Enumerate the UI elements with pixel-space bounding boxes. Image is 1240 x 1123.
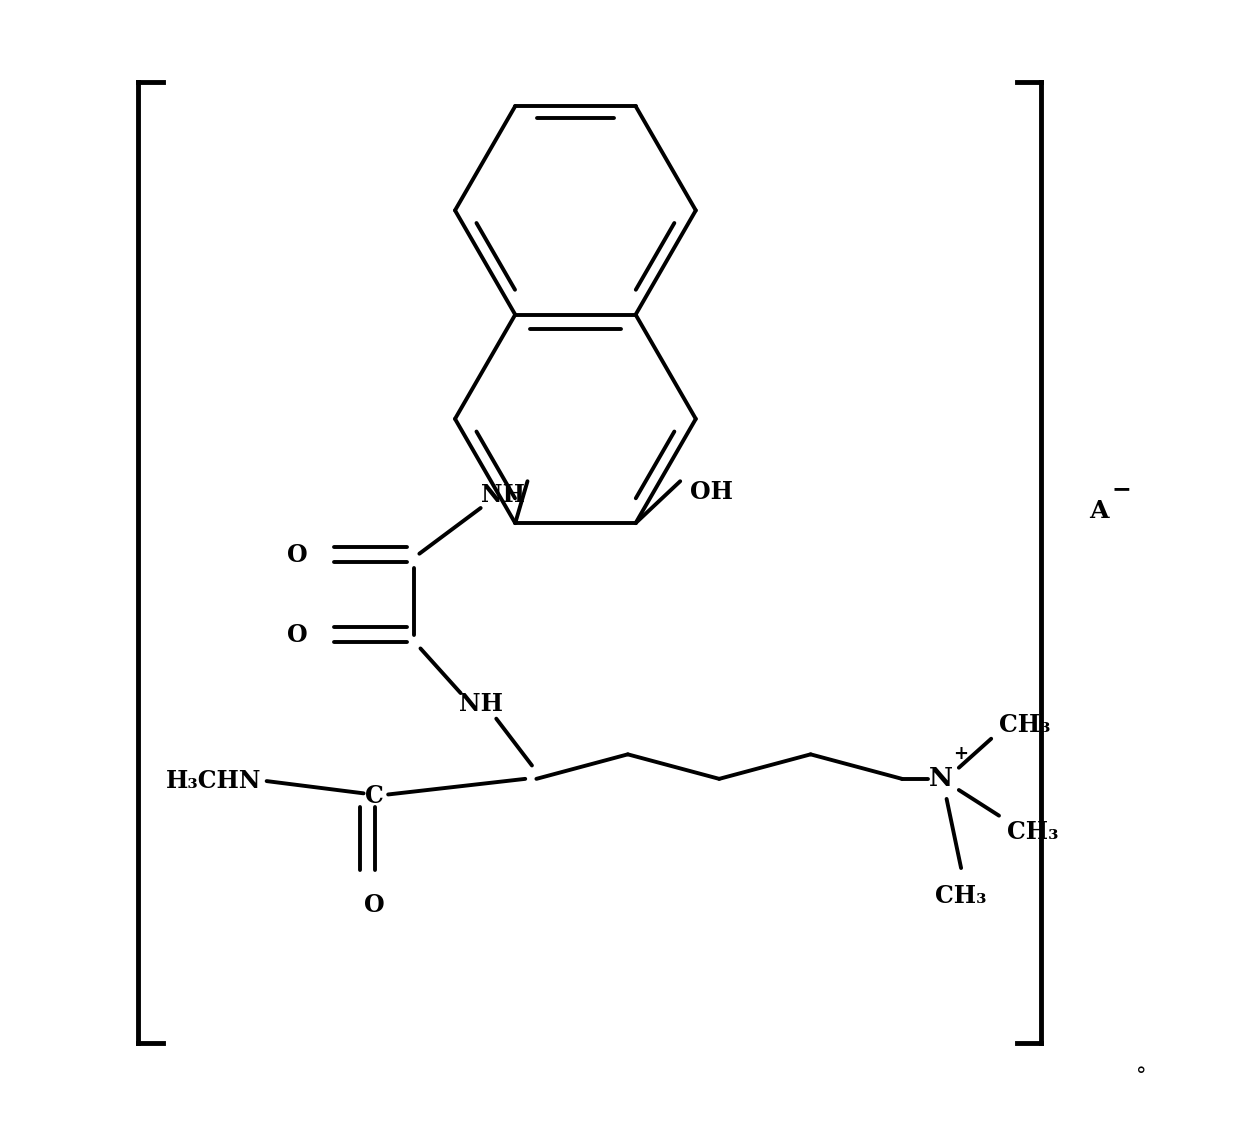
Text: H₃CHN: H₃CHN (165, 769, 260, 793)
Text: CH₃: CH₃ (1007, 821, 1058, 844)
Text: OH: OH (689, 481, 733, 504)
Text: CH₃: CH₃ (935, 884, 987, 907)
Text: −: − (1112, 477, 1131, 501)
Text: C: C (366, 784, 384, 807)
Text: A: A (1090, 500, 1109, 523)
Text: O: O (288, 542, 308, 567)
Text: N: N (929, 766, 954, 792)
Text: O: O (365, 893, 386, 916)
Text: NH: NH (481, 483, 525, 506)
Text: +: + (954, 746, 968, 764)
Text: °: ° (1136, 1067, 1147, 1086)
Text: O: O (288, 623, 308, 647)
Text: CH₃: CH₃ (999, 713, 1050, 738)
Text: NH: NH (459, 692, 502, 716)
